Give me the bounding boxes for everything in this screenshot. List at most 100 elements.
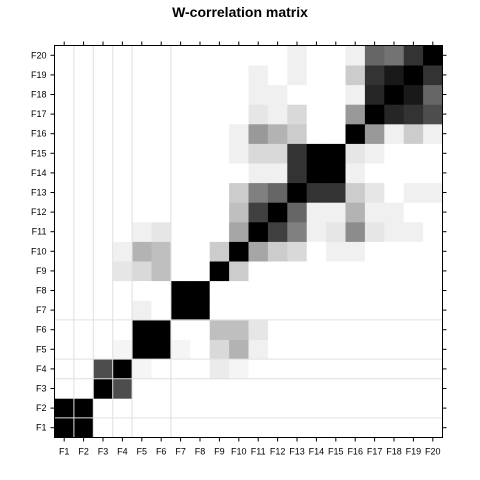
cell-F4-F8 bbox=[190, 359, 211, 380]
cell-F1-F16 bbox=[345, 417, 366, 438]
cell-F6-F15 bbox=[326, 319, 346, 340]
cell-F11-F13 bbox=[287, 221, 308, 242]
cell-F1-F11 bbox=[248, 417, 269, 438]
cell-F19-F7 bbox=[170, 65, 191, 86]
cell-F9-F8 bbox=[190, 261, 211, 282]
cell-F14-F6 bbox=[151, 163, 172, 184]
cell-F20-F1 bbox=[54, 45, 75, 66]
cell-F8-F17 bbox=[364, 280, 385, 301]
cell-F12-F1 bbox=[54, 202, 75, 223]
y-tick-label-F17: F17 bbox=[31, 109, 47, 119]
cell-F7-F1 bbox=[54, 300, 75, 321]
cell-F14-F12 bbox=[267, 163, 288, 184]
cell-F9-F10 bbox=[229, 261, 249, 282]
cell-F11-F7 bbox=[170, 221, 191, 242]
cell-F13-F6 bbox=[151, 182, 172, 203]
cell-F10-F16 bbox=[345, 241, 366, 262]
y-tick-label-F7: F7 bbox=[36, 305, 47, 315]
cell-F3-F10 bbox=[229, 378, 249, 399]
cell-F1-F3 bbox=[93, 417, 114, 438]
cell-F11-F10 bbox=[229, 221, 249, 242]
cell-F7-F5 bbox=[132, 300, 152, 321]
cell-F11-F2 bbox=[73, 221, 94, 242]
cell-F7-F18 bbox=[384, 300, 405, 321]
cell-F1-F17 bbox=[364, 417, 385, 438]
cell-F18-F6 bbox=[151, 84, 172, 105]
cell-F18-F13 bbox=[287, 84, 308, 105]
cell-F18-F8 bbox=[190, 84, 211, 105]
cell-F7-F10 bbox=[229, 300, 249, 321]
cell-F14-F1 bbox=[54, 163, 75, 184]
cell-F1-F13 bbox=[287, 417, 308, 438]
cell-F6-F16 bbox=[345, 319, 366, 340]
cell-F7-F15 bbox=[326, 300, 346, 321]
cell-F15-F1 bbox=[54, 143, 75, 164]
cell-F6-F6 bbox=[151, 319, 172, 340]
cell-F5-F17 bbox=[364, 339, 385, 360]
cell-F19-F19 bbox=[403, 65, 424, 86]
cell-F18-F10 bbox=[229, 84, 249, 105]
y-tick-label-F11: F11 bbox=[32, 227, 47, 237]
cell-F12-F17 bbox=[364, 202, 385, 223]
y-tick-label-F5: F5 bbox=[36, 344, 47, 354]
x-tick-label-F19: F19 bbox=[406, 447, 422, 457]
cell-F2-F1 bbox=[54, 398, 75, 419]
cell-F20-F12 bbox=[267, 45, 288, 66]
cell-F11-F12 bbox=[267, 221, 288, 242]
cell-F10-F15 bbox=[326, 241, 346, 262]
cell-F1-F7 bbox=[170, 417, 191, 438]
cell-F19-F6 bbox=[151, 65, 172, 86]
cell-F18-F3 bbox=[93, 84, 114, 105]
cell-F12-F18 bbox=[384, 202, 405, 223]
cell-F9-F17 bbox=[364, 261, 385, 282]
cell-F5-F8 bbox=[190, 339, 211, 360]
cell-F11-F6 bbox=[151, 221, 172, 242]
cell-F20-F6 bbox=[151, 45, 172, 66]
cell-F2-F12 bbox=[267, 398, 288, 419]
cell-F19-F20 bbox=[423, 65, 443, 86]
cell-F16-F11 bbox=[248, 123, 269, 144]
cell-F7-F12 bbox=[267, 300, 288, 321]
cell-F17-F11 bbox=[248, 104, 269, 125]
cell-F3-F7 bbox=[170, 378, 191, 399]
cell-F15-F19 bbox=[403, 143, 424, 164]
cell-F12-F10 bbox=[229, 202, 249, 223]
cell-F17-F17 bbox=[364, 104, 385, 125]
cell-F20-F8 bbox=[190, 45, 211, 66]
cell-F2-F17 bbox=[364, 398, 385, 419]
cell-F14-F13 bbox=[287, 163, 308, 184]
cell-F16-F9 bbox=[209, 123, 230, 144]
y-tick-label-F4: F4 bbox=[36, 364, 47, 374]
cell-F10-F18 bbox=[384, 241, 405, 262]
cell-F3-F1 bbox=[54, 378, 75, 399]
cell-F18-F12 bbox=[267, 84, 288, 105]
cell-F2-F9 bbox=[209, 398, 230, 419]
cell-F16-F7 bbox=[170, 123, 191, 144]
cell-F1-F2 bbox=[73, 417, 94, 438]
cell-F17-F20 bbox=[423, 104, 443, 125]
cell-F10-F12 bbox=[267, 241, 288, 262]
cell-F12-F3 bbox=[93, 202, 114, 223]
cell-F4-F1 bbox=[54, 359, 75, 380]
y-tick-label-F16: F16 bbox=[31, 129, 47, 139]
y-tick-label-F13: F13 bbox=[31, 188, 47, 198]
cell-F20-F20 bbox=[423, 45, 443, 66]
cell-F12-F2 bbox=[73, 202, 94, 223]
x-axis-labels: F1 F2 F3 F4 F5 F6 F7 F8 F9 F10 F11 F12 F13 F14 F15 F16 F… bbox=[59, 447, 441, 457]
cell-F17-F2 bbox=[73, 104, 94, 125]
cell-F8-F8 bbox=[190, 280, 211, 301]
cell-F14-F5 bbox=[132, 163, 152, 184]
cell-F8-F2 bbox=[73, 280, 94, 301]
cell-F17-F10 bbox=[229, 104, 249, 125]
cell-F20-F14 bbox=[306, 45, 327, 66]
y-tick-label-F8: F8 bbox=[36, 286, 47, 296]
heatmap-gridlines bbox=[54, 45, 443, 438]
cell-F7-F13 bbox=[287, 300, 308, 321]
cell-F5-F15 bbox=[326, 339, 346, 360]
cell-F14-F7 bbox=[170, 163, 191, 184]
y-axis-labels: F1 F2 F3 F4 F5 F6 F7 F8 F9 F10 F11 F12 F13 F14 F15 F16 F… bbox=[31, 50, 47, 432]
cell-F20-F7 bbox=[170, 45, 191, 66]
cell-F12-F8 bbox=[190, 202, 211, 223]
cell-F17-F12 bbox=[267, 104, 288, 125]
cell-F4-F5 bbox=[132, 359, 152, 380]
